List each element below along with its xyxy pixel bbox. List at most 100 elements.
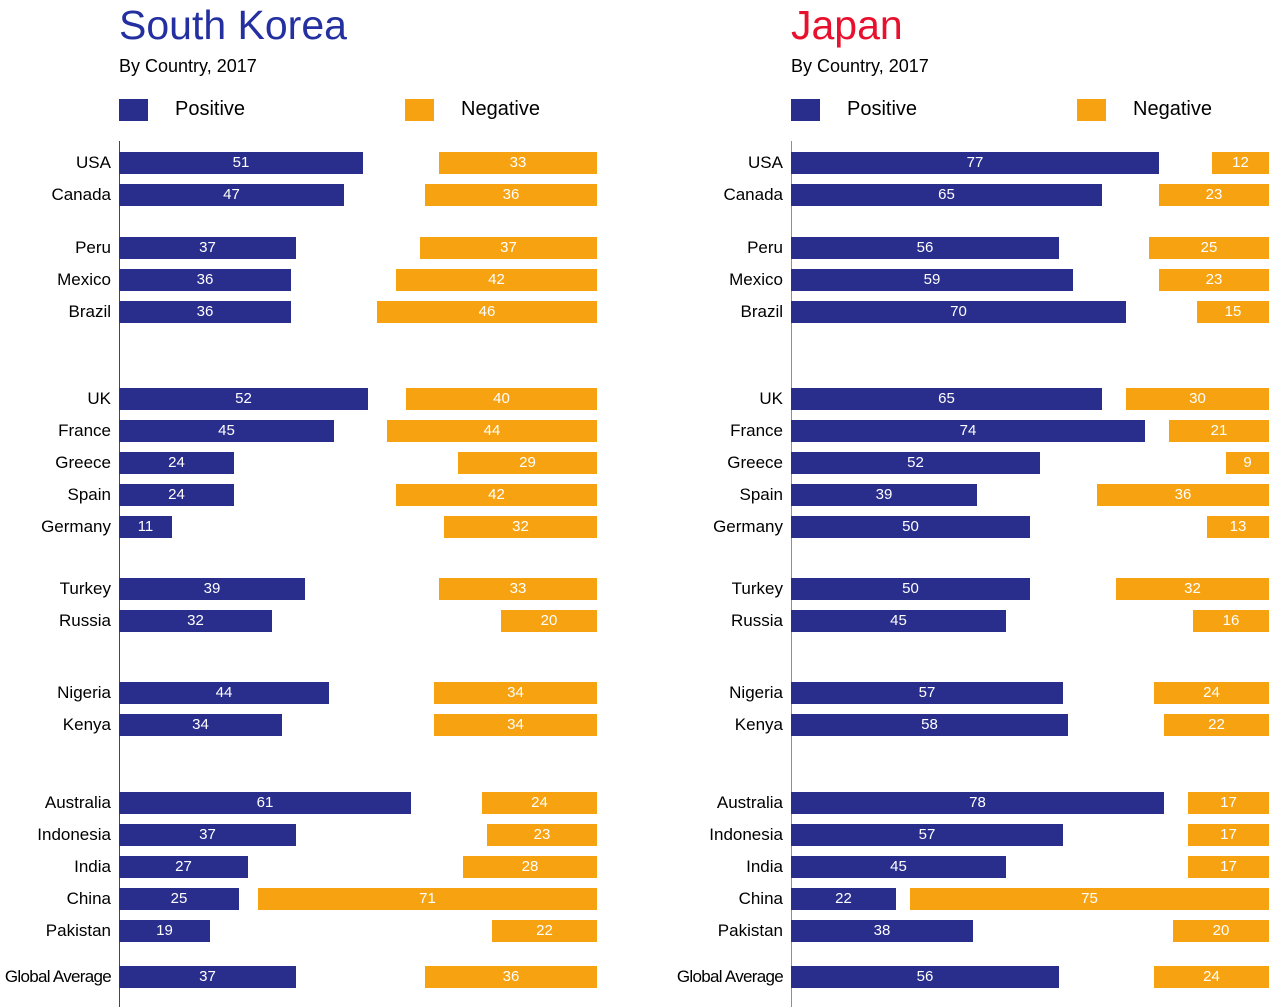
category-label: Turkey (731, 579, 783, 598)
bar-value: 33 (509, 580, 527, 597)
category-label: Pakistan (717, 921, 783, 940)
negative-bar: 46 (377, 301, 597, 323)
negative-legend-label: Negative (461, 98, 540, 120)
category-label: Global Average (676, 967, 784, 986)
negative-bar: 75 (910, 888, 1269, 910)
bar-value: 27 (175, 858, 192, 875)
plot-area: 78 17 (791, 787, 1269, 819)
bar-value: 24 (168, 454, 185, 471)
table-row: Brazil 36 46 (0, 296, 597, 328)
bar-rows: USA 77 12 Canada 65 23 Peru 56 25 Mexico 59 23 Brazi… (630, 147, 1269, 993)
negative-bar: 25 (1149, 237, 1269, 259)
negative-bar: 13 (1207, 516, 1269, 538)
bar-value: 20 (1212, 922, 1230, 939)
negative-bar: 23 (487, 824, 597, 846)
plot-area: 32 20 (119, 605, 597, 637)
plot-area: 27 28 (119, 851, 597, 883)
category-label: Russia (731, 611, 783, 630)
bar-value: 34 (192, 716, 209, 733)
category-label: Turkey (59, 579, 111, 598)
negative-bar: 20 (1173, 920, 1269, 942)
negative-bar: 23 (1159, 184, 1269, 206)
negative-bar: 30 (1126, 388, 1269, 410)
negative-bar: 32 (1116, 578, 1269, 600)
positive-bar: 37 (119, 237, 296, 259)
bar-value: 28 (521, 858, 539, 875)
positive-bar: 50 (791, 516, 1030, 538)
category-label: Mexico (57, 270, 111, 289)
bar-value: 38 (873, 922, 891, 939)
bar-value: 22 (536, 922, 553, 939)
negative-bar: 34 (434, 682, 597, 704)
positive-bar: 65 (791, 184, 1102, 206)
table-row: France 45 44 (0, 415, 597, 447)
bar-value: 44 (483, 422, 501, 439)
plot-area: 36 42 (119, 264, 597, 296)
bar-value: 24 (1203, 684, 1220, 701)
bar-value: 37 (199, 239, 216, 256)
negative-bar: 40 (406, 388, 597, 410)
negative-bar: 15 (1197, 301, 1269, 323)
negative-bar: 17 (1188, 824, 1269, 846)
negative-bar: 9 (1226, 452, 1269, 474)
positive-bar: 34 (119, 714, 282, 736)
bar-value: 50 (902, 580, 919, 597)
category-label: Germany (41, 517, 111, 536)
category-label: Mexico (729, 270, 783, 289)
table-row: Spain 24 42 (0, 479, 597, 511)
positive-bar: 44 (119, 682, 329, 704)
category-label: Nigeria (729, 683, 783, 702)
category-label: USA (748, 153, 783, 172)
positive-bar: 36 (119, 269, 291, 291)
bar-value: 65 (938, 390, 955, 407)
bar-value: 24 (168, 486, 185, 503)
bar-value: 42 (488, 271, 505, 288)
positive-bar: 45 (791, 856, 1006, 878)
negative-bar: 23 (1159, 269, 1269, 291)
plot-area: 65 23 (791, 179, 1269, 211)
plot-area: 34 34 (119, 709, 597, 741)
table-row: Canada 47 36 (0, 179, 597, 211)
bar-value: 36 (502, 968, 520, 985)
plot-area: 56 24 (791, 961, 1269, 993)
plot-area: 59 23 (791, 264, 1269, 296)
bar-value: 39 (875, 486, 893, 503)
bar-value: 12 (1232, 154, 1249, 171)
category-label: Germany (713, 517, 783, 536)
plot-area: 38 20 (791, 915, 1269, 947)
legend: Positive Negative (791, 98, 1269, 122)
category-label: Kenya (734, 715, 783, 734)
plot-area: 45 16 (791, 605, 1269, 637)
positive-bar: 52 (119, 388, 368, 410)
category-label: Greece (727, 453, 783, 472)
bar-rows: USA 51 33 Canada 47 36 Peru 37 37 Mexico 36 42 Brazi… (0, 147, 597, 993)
legend-item-positive: Positive (791, 98, 917, 121)
table-row: India 27 28 (0, 851, 597, 883)
bar-value: 65 (938, 186, 955, 203)
positive-bar: 45 (119, 420, 334, 442)
table-row: USA 51 33 (0, 147, 597, 179)
bar-value: 25 (1200, 239, 1218, 256)
category-label: USA (76, 153, 111, 172)
table-row: Germany 50 13 (630, 511, 1269, 543)
y-axis-line (119, 141, 120, 1007)
bar-value: 19 (156, 922, 173, 939)
bar-value: 16 (1222, 612, 1240, 629)
positive-bar: 25 (119, 888, 239, 910)
plot-area: 50 13 (791, 511, 1269, 543)
category-label: France (730, 421, 783, 440)
positive-bar: 11 (119, 516, 172, 538)
bar-value: 24 (531, 794, 548, 811)
negative-bar: 24 (1154, 966, 1269, 988)
bar-value: 23 (1205, 271, 1223, 288)
negative-swatch-icon (1077, 98, 1106, 121)
chart-subtitle: By Country, 2017 (119, 56, 257, 76)
positive-bar: 57 (791, 824, 1063, 846)
negative-bar: 29 (458, 452, 597, 474)
plot-area: 25 71 (119, 883, 597, 915)
bar-value: 29 (519, 454, 536, 471)
plot-area: 11 32 (119, 511, 597, 543)
category-label: Canada (51, 185, 111, 204)
negative-bar: 37 (420, 237, 597, 259)
